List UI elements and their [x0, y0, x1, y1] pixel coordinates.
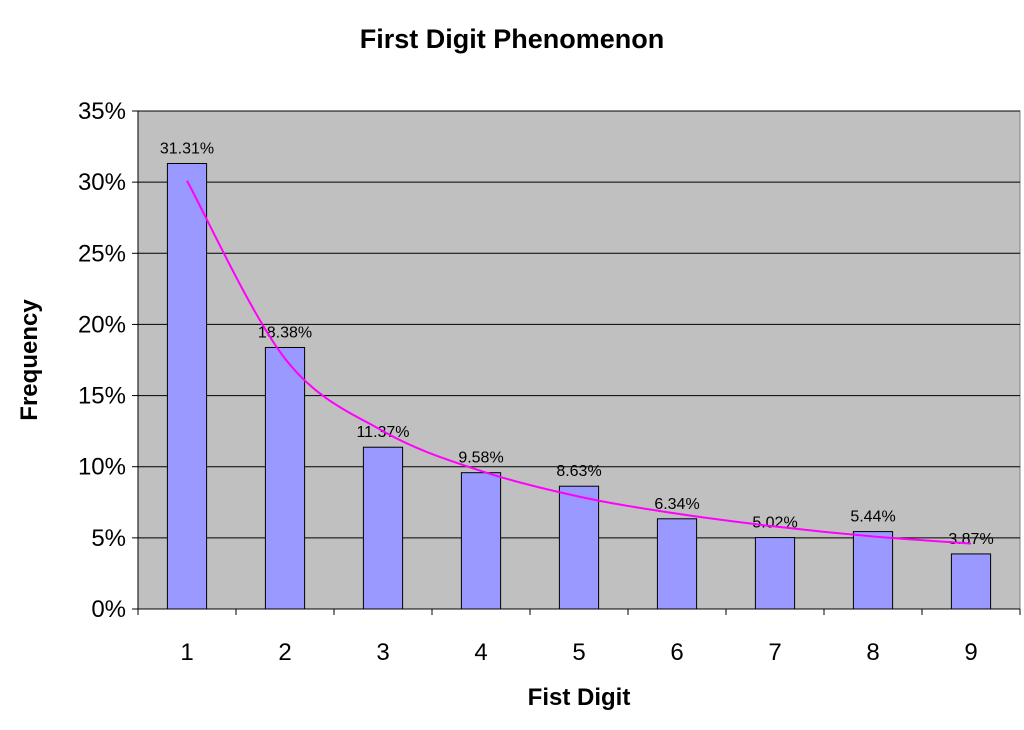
y-tick-label: 20% [78, 311, 126, 338]
bar [558, 485, 600, 610]
x-tick-label: 2 [278, 639, 291, 666]
x-tick-label: 8 [866, 639, 879, 666]
bar-data-label: 18.38% [258, 324, 312, 341]
bar-data-label: 3.87% [948, 531, 993, 548]
bar-data-label: 6.34% [654, 496, 699, 513]
y-tick-label: 30% [78, 169, 126, 196]
bar-data-label: 9.58% [458, 450, 503, 467]
bar [656, 518, 698, 610]
bar-data-label: 31.31% [160, 141, 214, 158]
bar [362, 446, 404, 610]
x-tick-label: 3 [376, 639, 389, 666]
bar-data-label: 8.63% [556, 463, 601, 480]
chart-title: First Digit Phenomenon [359, 24, 665, 54]
bar [950, 553, 992, 610]
y-tick-label: 5% [91, 525, 126, 552]
bar [754, 537, 796, 610]
bar [460, 472, 502, 610]
y-tick-label: 0% [91, 596, 126, 623]
x-tick-label: 9 [964, 639, 977, 666]
bar-data-label: 5.44% [850, 509, 895, 526]
x-tick-label: 7 [768, 639, 781, 666]
bar [166, 163, 208, 610]
x-tick-label: 5 [572, 639, 585, 666]
y-tick-label: 10% [78, 454, 126, 481]
bar [852, 531, 894, 610]
y-tick-label: 35% [78, 98, 126, 125]
x-tick-label: 1 [180, 639, 193, 666]
y-tick-label: 15% [78, 383, 126, 410]
x-tick-label: 4 [474, 639, 487, 666]
trend-line [186, 180, 972, 545]
bar-data-label: 11.37% [356, 424, 409, 441]
bar [264, 346, 306, 610]
x-tick-label: 6 [670, 639, 683, 666]
y-tick-label: 25% [78, 240, 126, 267]
x-axis-title: Fist Digit [527, 684, 631, 711]
